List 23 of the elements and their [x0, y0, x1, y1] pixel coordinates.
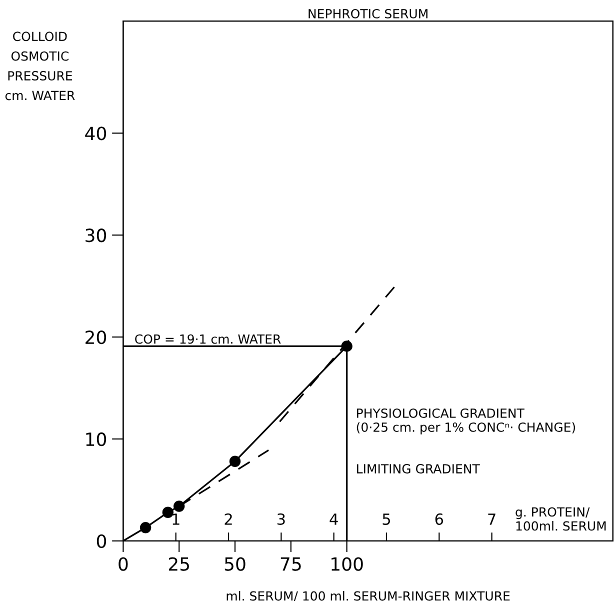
y-tick-label: 30	[86, 228, 106, 242]
y-tick-label: 20	[86, 330, 106, 344]
x2-tick-label: 2	[224, 513, 232, 525]
x2-axis-title: g. PROTEIN/ 100ml. SERUM	[516, 507, 606, 531]
x-tick-label: 25	[168, 557, 190, 571]
x2-tick-label: 6	[435, 513, 444, 525]
annotation: COP = 19·1 cm. WATER	[135, 334, 281, 344]
x-tick-label: 75	[280, 557, 301, 571]
x2-tick-label: 3	[277, 513, 285, 525]
x2-tick-label: 7	[488, 514, 496, 525]
annotation: LIMITING GRADIENT	[357, 464, 480, 474]
x-tick-label: 50	[224, 557, 246, 571]
x2-tick-label: 4	[330, 514, 338, 525]
x-tick-label: 0	[118, 557, 128, 571]
x2-tick-label: 1	[172, 514, 180, 525]
annotation: PHYSIOLOGICAL GRADIENT (0·25 cm. per 1% CONCⁿ· CHANGE)	[356, 408, 576, 434]
y-tick-label: 40	[85, 126, 106, 140]
chart-title: NEPHROTIC SERUM	[308, 8, 428, 18]
x-tick-label: 100	[332, 557, 363, 571]
y-tick-label: 0	[96, 534, 106, 548]
y-tick-label: 10	[86, 432, 106, 446]
x2-tick-label: 5	[382, 514, 390, 525]
y-axis-title: COLLOID OSMOTIC PRESSURE cm. WATER	[5, 32, 75, 100]
